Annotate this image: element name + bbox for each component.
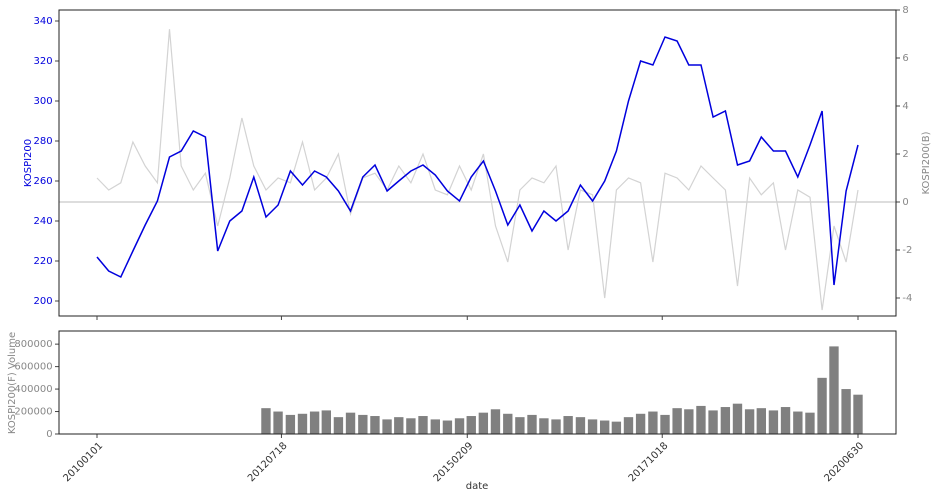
bar xyxy=(756,408,766,434)
bar xyxy=(261,408,271,434)
bar xyxy=(805,412,815,434)
y-tick-label: 4 xyxy=(902,101,908,112)
bar xyxy=(333,417,344,434)
y-tick-label: 300 xyxy=(34,96,53,107)
bar xyxy=(841,389,851,434)
y-tick-label: -4 xyxy=(902,293,912,304)
x-axis-label: date xyxy=(466,481,489,492)
bar xyxy=(394,417,404,434)
bar xyxy=(466,416,476,434)
bar xyxy=(321,410,331,434)
plot-frame xyxy=(58,330,897,435)
bar xyxy=(744,409,755,434)
bar xyxy=(358,414,368,434)
y-axis-label: KOSPI200(F) Volume xyxy=(7,332,18,434)
bar xyxy=(720,407,731,434)
y-tick-label: 8 xyxy=(902,5,908,16)
bar xyxy=(575,417,586,434)
data-line xyxy=(96,29,859,311)
bar xyxy=(587,419,598,434)
bar xyxy=(430,419,440,434)
y-tick-label: 280 xyxy=(34,136,53,147)
y-tick-label: -2 xyxy=(902,245,912,256)
bar xyxy=(635,413,646,434)
bar xyxy=(503,413,513,434)
bar xyxy=(527,414,537,434)
bar xyxy=(648,411,658,434)
bar xyxy=(684,409,694,434)
y-tick-label: 340 xyxy=(34,16,53,27)
plot-frame xyxy=(58,9,897,317)
y-axis-label: KOSPI200 xyxy=(23,139,34,187)
bar xyxy=(515,417,525,434)
bar xyxy=(297,413,308,434)
bar xyxy=(273,411,283,434)
bar xyxy=(829,346,839,434)
bar xyxy=(370,416,380,434)
bar xyxy=(418,416,428,434)
bar xyxy=(490,409,501,434)
bar xyxy=(817,377,827,434)
x-tick-label: 20100101 xyxy=(61,440,105,484)
bar xyxy=(732,403,743,434)
bar xyxy=(442,420,453,434)
bar xyxy=(623,417,634,434)
bar xyxy=(696,405,706,434)
bar xyxy=(551,419,561,434)
bar xyxy=(285,414,296,434)
y-tick-label: 200000 xyxy=(14,407,52,418)
bar xyxy=(382,419,392,434)
bar xyxy=(672,408,682,434)
bar xyxy=(309,411,320,434)
data-line xyxy=(96,36,859,286)
bar xyxy=(660,414,670,434)
y-tick-label: 400000 xyxy=(14,384,52,395)
x-tick-label: 20120718 xyxy=(246,440,290,484)
y-tick-label: 800000 xyxy=(14,339,52,350)
y-tick-label: 2 xyxy=(902,149,908,160)
bar xyxy=(406,418,416,434)
y-tick-label: 0 xyxy=(46,429,52,440)
bar xyxy=(563,416,573,434)
y-tick-label: 0 xyxy=(902,197,908,208)
bar xyxy=(345,412,356,434)
y-tick-label: 240 xyxy=(34,216,53,227)
y-tick-label: 320 xyxy=(34,56,53,67)
y-tick-label: 260 xyxy=(34,176,53,187)
y-tick-label: 220 xyxy=(34,256,53,267)
x-tick-label: 20150209 xyxy=(432,440,476,484)
bar xyxy=(454,418,465,434)
y-tick-label: 200 xyxy=(34,296,53,307)
bar xyxy=(708,410,718,434)
bar xyxy=(611,421,622,434)
bar xyxy=(853,394,863,434)
bar xyxy=(599,420,610,434)
y2-axis-label: KOSPI200(B) xyxy=(921,131,932,194)
y-tick-label: 600000 xyxy=(14,362,52,373)
x-tick-label: 20200630 xyxy=(822,440,866,484)
y-tick-label: 6 xyxy=(902,53,908,64)
bar xyxy=(768,410,779,434)
x-tick-label: 20171018 xyxy=(627,440,671,484)
bar xyxy=(539,418,549,434)
bar xyxy=(793,411,803,434)
bar xyxy=(478,412,489,434)
bar xyxy=(780,407,791,434)
